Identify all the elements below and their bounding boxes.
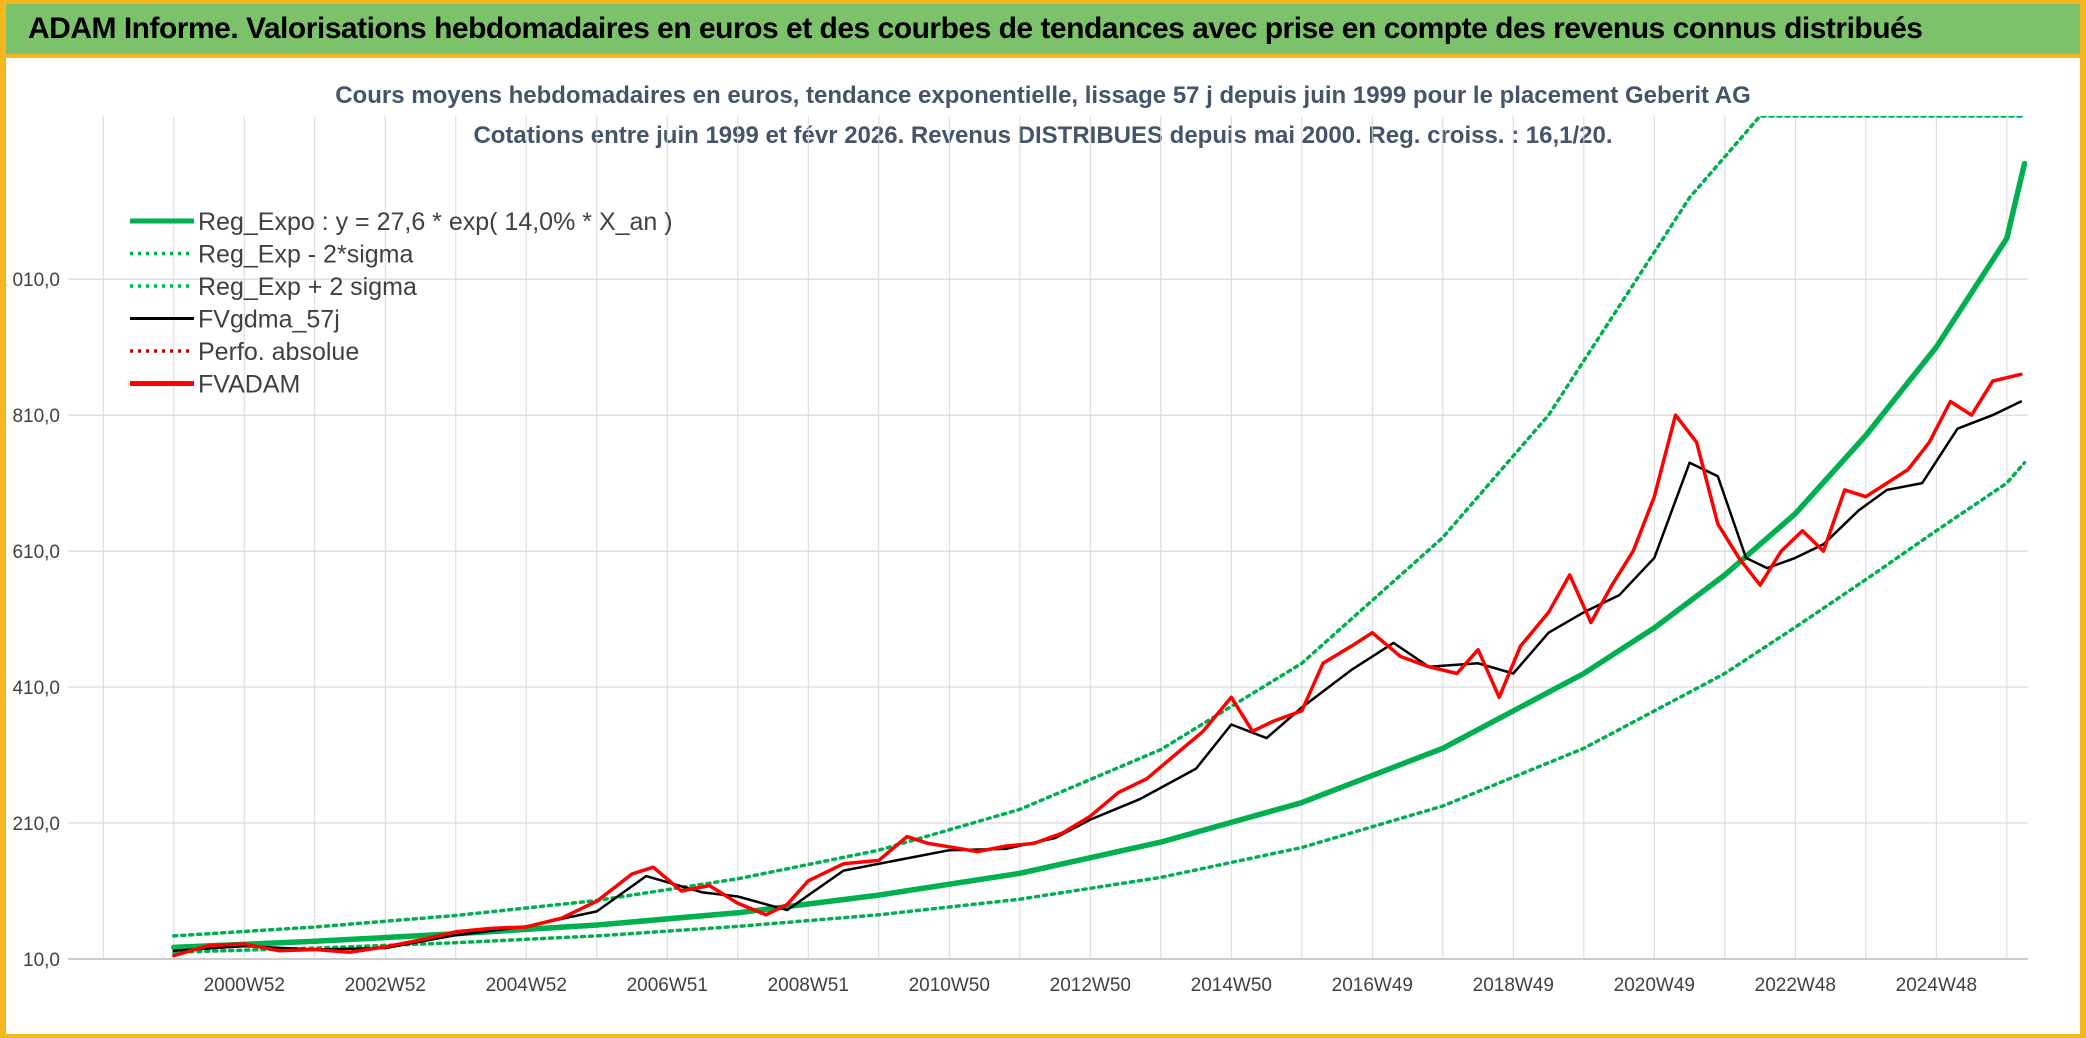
legend-label: Reg_Exp + 2 sigma	[198, 273, 417, 301]
series-line-reg-exp-2-sigma	[172, 460, 2027, 954]
y-tick-label: 1 010,0	[6, 270, 60, 291]
chart-panel: Cours moyens hebdomadaires en euros, ten…	[6, 58, 2080, 1034]
x-axis: 2000W52 2002W52 2004W52 2006W51 2008W51 2010W…	[68, 958, 2028, 996]
x-tick-label: 2000W52	[204, 975, 285, 996]
y-tick-label: 610,0	[12, 542, 60, 563]
y-tick-label: 410,0	[12, 678, 60, 699]
legend-label: FVADAM	[198, 371, 300, 399]
legend-label: FVgdma_57j	[198, 306, 340, 334]
x-tick-label: 2020W49	[1614, 975, 1695, 996]
x-tick-label: 2018W49	[1473, 975, 1554, 996]
legend: Reg_Expo : y = 27,6 * exp( 14,0% * X_an …	[130, 208, 673, 399]
series-line-fvgdma-57j	[172, 400, 2023, 953]
chart-subtitle: Cotations entre juin 1999 et févr 2026. …	[473, 122, 1613, 149]
y-tick-label: 10,0	[23, 950, 60, 971]
x-tick-label: 2008W51	[768, 975, 849, 996]
x-tick-label: 2024W48	[1896, 975, 1977, 996]
series-line-reg-expo-y-27-6-exp-14-0-x-an-	[171, 160, 2028, 951]
y-axis: 1 010,0 810,0 610,0 410,0 210,0 10,0	[6, 270, 60, 971]
x-tick-label: 2010W50	[909, 975, 990, 996]
legend-label: Perfo. absolue	[198, 338, 359, 366]
x-tick-label: 2006W51	[627, 975, 708, 996]
series-line-fvadam	[172, 372, 2023, 958]
x-tick-label: 2016W49	[1332, 975, 1413, 996]
chart-title: Cours moyens hebdomadaires en euros, ten…	[335, 82, 1751, 109]
page-title: ADAM Informe. Valorisations hebdomadaire…	[28, 12, 1923, 45]
series-line-reg-exp-2-sigma	[172, 116, 2027, 938]
x-tick-label: 2022W48	[1755, 975, 1836, 996]
x-tick-label: 2012W50	[1050, 975, 1131, 996]
series-group	[171, 116, 2028, 958]
legend-label: Reg_Expo : y = 27,6 * exp( 14,0% * X_an …	[198, 208, 673, 236]
y-tick-label: 810,0	[12, 406, 60, 427]
x-tick-label: 2014W50	[1191, 975, 1272, 996]
legend-label: Reg_Exp - 2*sigma	[198, 241, 413, 269]
x-tick-label: 2004W52	[486, 975, 567, 996]
y-tick-label: 210,0	[12, 814, 60, 835]
header-bar: ADAM Informe. Valorisations hebdomadaire…	[6, 4, 2080, 54]
x-tick-label: 2002W52	[345, 975, 426, 996]
